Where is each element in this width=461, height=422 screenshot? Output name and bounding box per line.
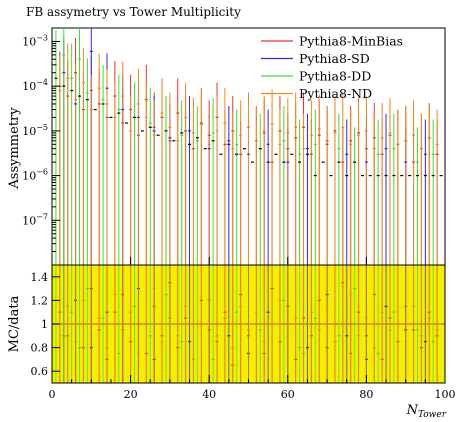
y-tick-exponent: −3 bbox=[36, 33, 48, 42]
y-tick-label: 10−7 bbox=[22, 212, 48, 227]
main-error-bars bbox=[55, 28, 438, 265]
ratio-y-tick-label: 1 bbox=[41, 318, 48, 331]
x-tick-label: 100 bbox=[435, 388, 456, 401]
y-tick-label: 10−3 bbox=[22, 33, 48, 48]
x-axis-label-main: N bbox=[406, 403, 419, 418]
ratio-y-tick-label: 1.4 bbox=[31, 271, 49, 284]
y-tick-base: 10 bbox=[22, 80, 36, 93]
y-tick-base: 10 bbox=[22, 35, 36, 48]
legend-entry: Pythia8-DD bbox=[299, 69, 371, 84]
x-tick-label: 20 bbox=[124, 388, 138, 401]
main-y-ticks: 10−310−410−510−610−7 bbox=[22, 27, 60, 253]
x-tick-label: 40 bbox=[202, 388, 216, 401]
ratio-y-axis-label: MC/data bbox=[7, 295, 22, 352]
ratio-y-tick-label: 0.6 bbox=[31, 365, 49, 378]
main-data-points bbox=[54, 50, 443, 177]
ratio-y-ticks: 0.6 0.8 1 1.2 1.4 bbox=[31, 271, 60, 378]
y-tick-exponent: −6 bbox=[36, 168, 48, 177]
y-tick-label: 10−5 bbox=[22, 123, 48, 138]
y-tick-exponent: −4 bbox=[36, 78, 48, 87]
y-tick-label: 10−4 bbox=[22, 78, 48, 93]
x-tick-label: 60 bbox=[281, 388, 295, 401]
x-ticks: 0 20 40 60 80 100 bbox=[49, 257, 456, 401]
main-panel: 10−310−410−510−610−7 Assymmetry bbox=[7, 27, 446, 266]
y-tick-base: 10 bbox=[22, 214, 36, 227]
main-y-axis-label: Assymmetry bbox=[7, 107, 22, 190]
legend: Pythia8-MinBias Pythia8-SD Pythia8-DD Pythi… bbox=[261, 34, 403, 101]
y-tick-exponent: −7 bbox=[36, 212, 48, 221]
chart-title: FB assymetry vs Tower Multiplicity bbox=[26, 5, 241, 19]
legend-entry: Pythia8-SD bbox=[299, 51, 370, 66]
ratio-y-tick-label: 1.2 bbox=[31, 294, 49, 307]
y-tick-base: 10 bbox=[22, 125, 36, 138]
x-axis-label: NTower bbox=[406, 403, 447, 420]
legend-entry: Pythia8-ND bbox=[299, 86, 372, 101]
ratio-y-tick-label: 0.8 bbox=[31, 342, 49, 355]
y-tick-label: 10−6 bbox=[22, 168, 48, 183]
x-tick-label: 0 bbox=[49, 388, 56, 401]
x-tick-label: 80 bbox=[359, 388, 373, 401]
y-tick-base: 10 bbox=[22, 170, 36, 183]
ratio-panel: 0.6 0.8 1 1.2 1.4 0 20 40 60 80 100 MC/data NTowe… bbox=[7, 257, 456, 420]
x-axis-label-sub: Tower bbox=[418, 410, 447, 420]
y-tick-exponent: −5 bbox=[36, 123, 48, 132]
legend-entry: Pythia8-MinBias bbox=[299, 34, 403, 49]
